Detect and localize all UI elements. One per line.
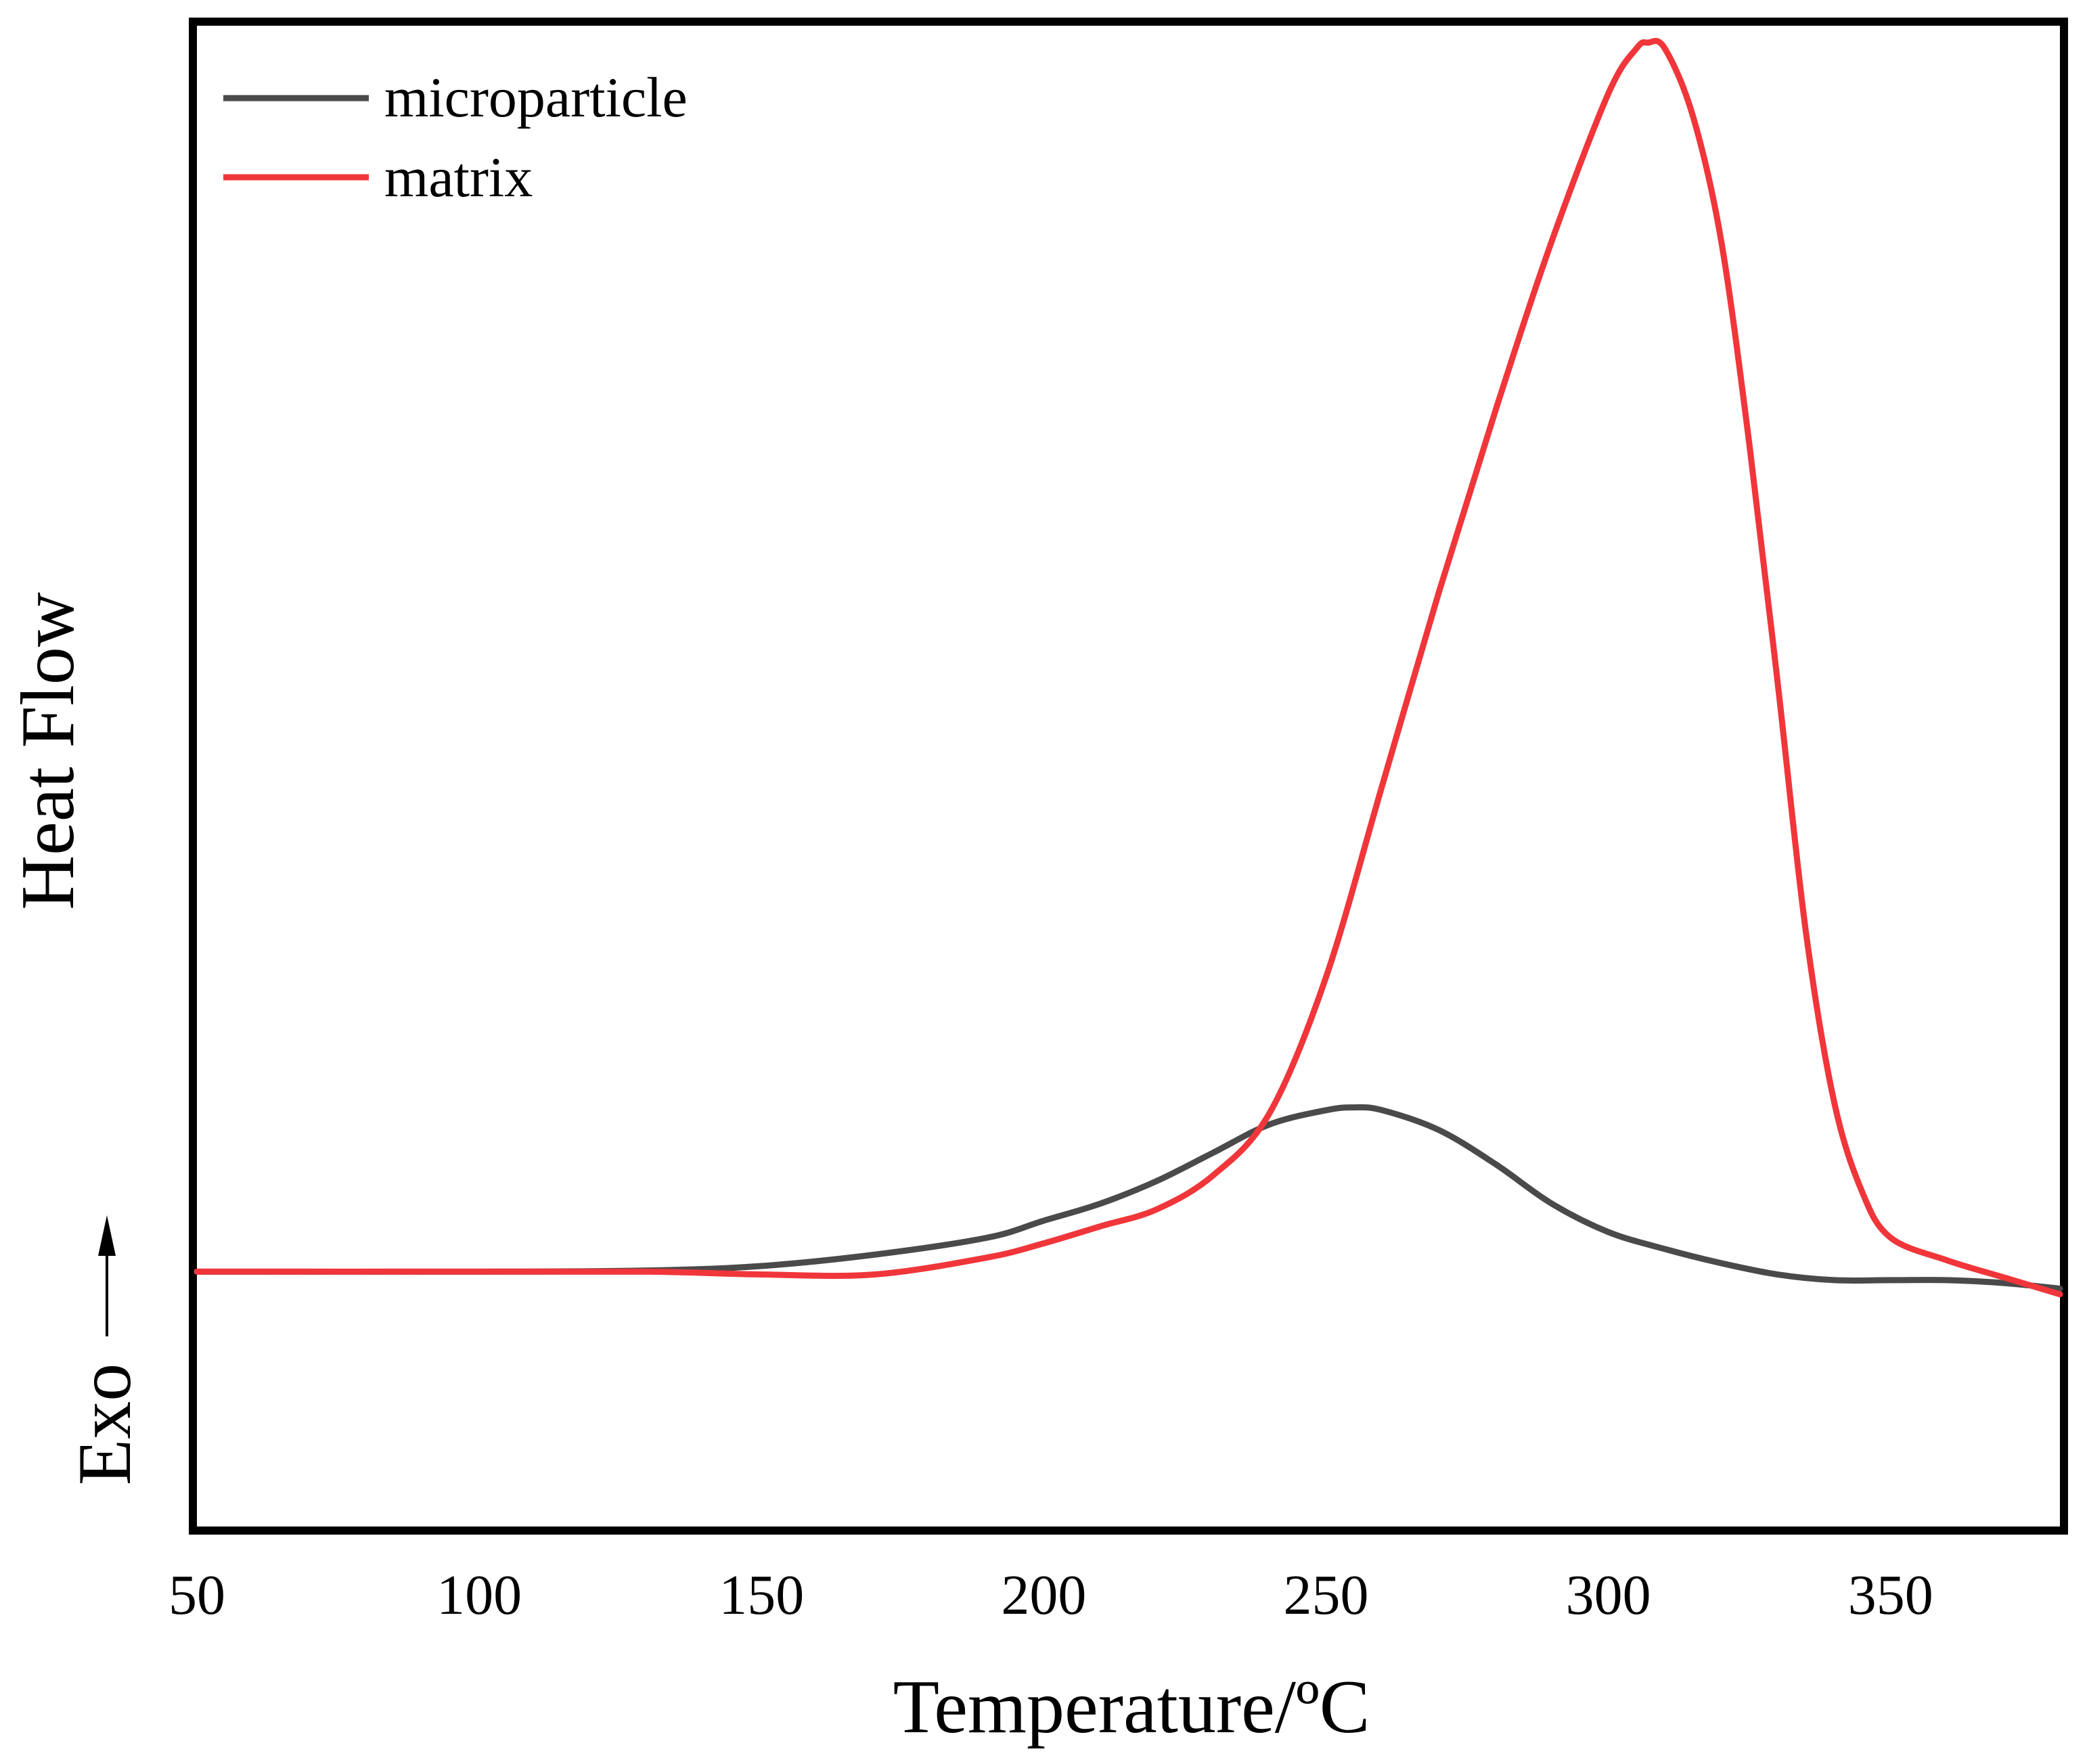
exo-arrow-icon <box>98 1215 116 1336</box>
y-axis-title: Heat Flow <box>6 592 90 910</box>
x-tick-label: 50 <box>169 1564 225 1627</box>
series-line-microparticle <box>194 1104 2063 1292</box>
x-axis-title: Temperature/ºC <box>893 1665 1370 1749</box>
exo-label: Exo <box>63 1363 147 1485</box>
x-tick-label: 250 <box>1283 1564 1368 1627</box>
x-tick-label: 150 <box>719 1564 804 1627</box>
x-tick-label: 200 <box>1001 1564 1086 1627</box>
plot-frame <box>189 18 2068 1535</box>
x-tick-label: 350 <box>1848 1564 1933 1627</box>
series-layer <box>194 38 2063 1298</box>
series-line-matrix <box>194 38 2063 1298</box>
x-ticks: 50 100 150 200 250 300 350 <box>169 1564 1933 1627</box>
legend: microparticle matrix <box>223 66 688 209</box>
legend-label-matrix: matrix <box>384 146 533 209</box>
x-tick-label: 100 <box>436 1564 522 1627</box>
legend-label-microparticle: microparticle <box>384 66 688 129</box>
x-tick-label: 300 <box>1566 1564 1651 1627</box>
